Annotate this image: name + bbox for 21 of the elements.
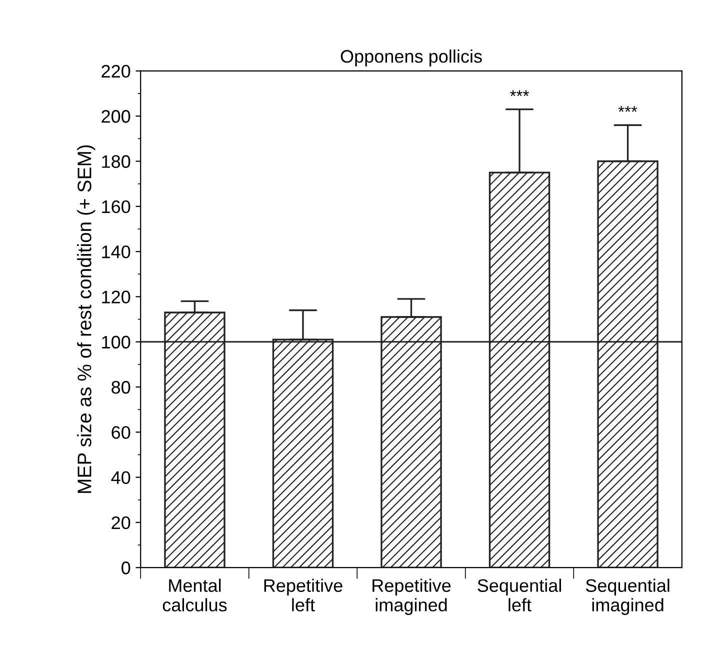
x-tick-label: Repetitive left [264, 578, 342, 612]
x-tick-label: Sequential left [478, 578, 561, 612]
y-tick-label: 100 [102, 336, 130, 349]
y-tick-label: 80 [112, 380, 130, 394]
y-tick-label: 40 [111, 471, 130, 484]
chart-title: Opponens pollicis [340, 50, 482, 66]
annotation: *** [510, 90, 529, 96]
y-tick-label: 160 [102, 200, 130, 214]
y-tick-label: 180 [102, 155, 130, 168]
y-tick-label: 20 [112, 516, 130, 530]
x-tick-label: Mental calculus [162, 578, 227, 612]
y-tick-label: 60 [112, 426, 130, 439]
y-tick-label: 200 [102, 110, 130, 123]
y-tick-label: 220 [102, 64, 130, 78]
y-tick-label: 0 [122, 562, 130, 574]
y-tick-label: 140 [102, 245, 130, 258]
annotation: *** [618, 106, 638, 112]
y-axis-title: MEP size as % of rest condition (+ SEM) [77, 145, 96, 493]
x-tick-label: Repetitive imagined [372, 578, 451, 615]
y-tick-label: 120 [102, 290, 130, 304]
x-tick-label: Sequential imagined [586, 578, 670, 615]
